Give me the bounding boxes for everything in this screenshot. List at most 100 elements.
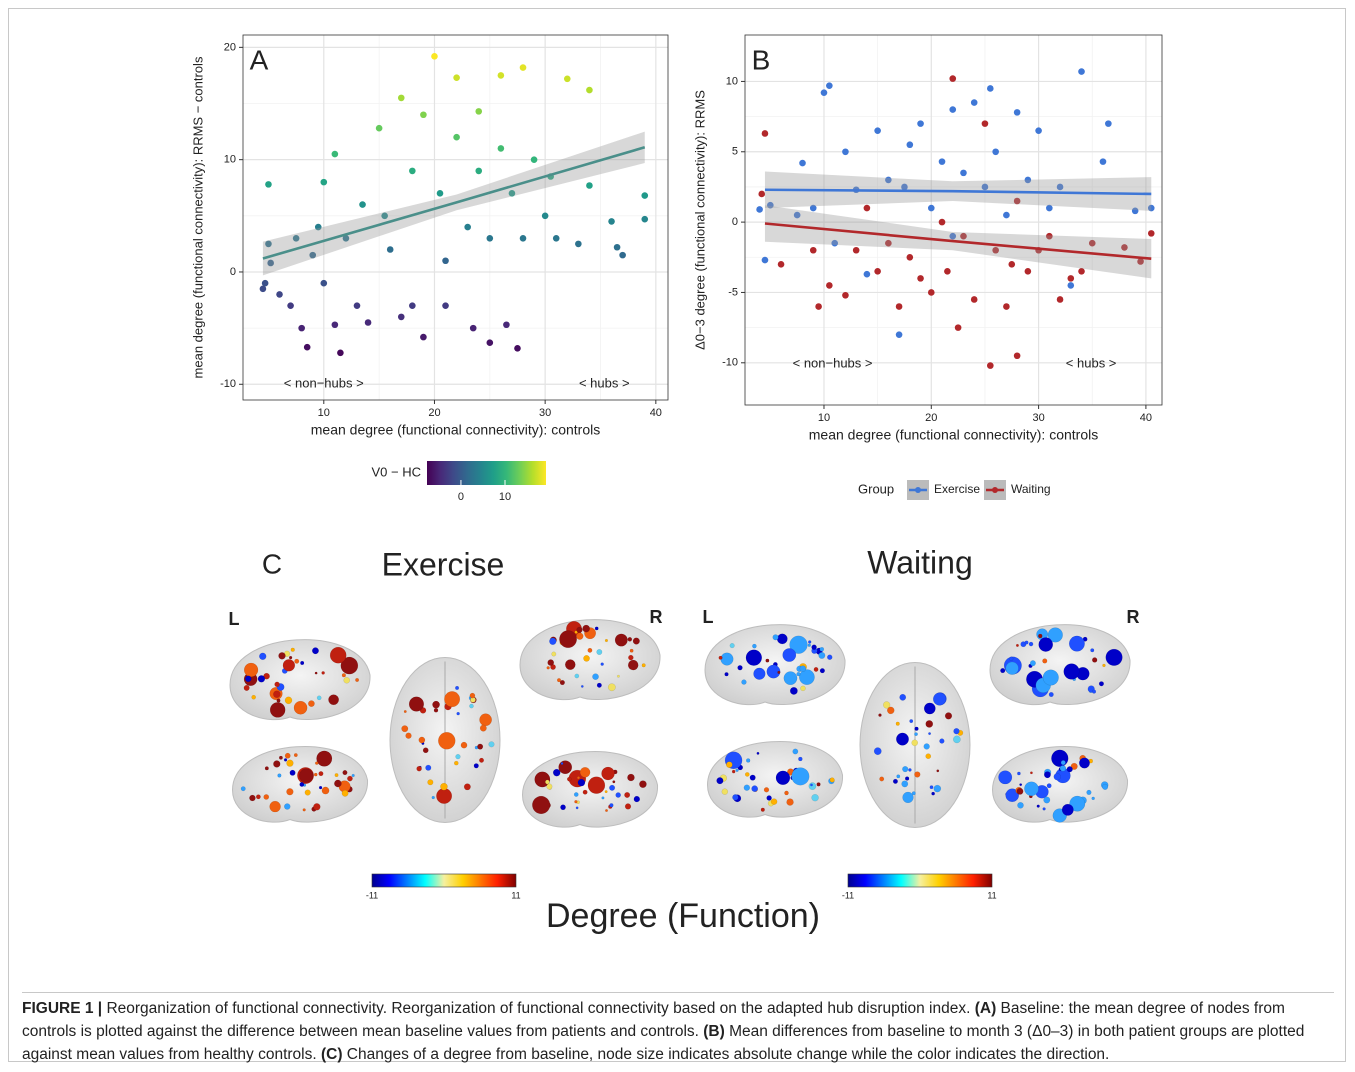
point xyxy=(442,302,449,309)
brain-node xyxy=(909,719,914,724)
point xyxy=(874,268,881,275)
point xyxy=(497,72,505,79)
fit-line xyxy=(764,222,1152,260)
brain-node xyxy=(1048,692,1054,698)
point xyxy=(519,234,527,242)
annotation: < hubs > xyxy=(579,375,630,390)
brain-node xyxy=(547,659,555,666)
brain-node xyxy=(408,696,424,712)
y-tick-label: 0 xyxy=(732,216,738,228)
brain-node xyxy=(1017,771,1021,776)
brain-node xyxy=(1063,663,1080,680)
hemisphere-label: R xyxy=(650,607,663,627)
brain-node xyxy=(269,702,286,718)
brain-rendering xyxy=(231,746,369,823)
point xyxy=(1024,176,1032,184)
brain-node xyxy=(418,736,426,744)
brain-node xyxy=(334,779,342,788)
legend-label: Exercise xyxy=(934,482,980,496)
brain-node xyxy=(639,780,647,788)
brain-node xyxy=(601,796,605,800)
point xyxy=(436,190,444,197)
point xyxy=(431,53,438,60)
brain-node xyxy=(341,789,349,797)
point xyxy=(863,270,871,278)
brain-node xyxy=(273,690,281,698)
brain-node xyxy=(1038,637,1053,652)
brain-node xyxy=(783,671,798,685)
point xyxy=(981,120,989,127)
point xyxy=(309,251,317,259)
brain-node xyxy=(743,784,751,791)
brain-node xyxy=(559,679,565,686)
brain-node xyxy=(1015,643,1019,647)
brain-node xyxy=(633,795,640,803)
point xyxy=(287,302,294,309)
point xyxy=(353,302,361,309)
brain-node xyxy=(582,789,588,795)
point xyxy=(442,257,449,265)
brain-node xyxy=(454,760,459,766)
point xyxy=(938,218,946,226)
point xyxy=(1105,120,1112,127)
brain-node xyxy=(1038,633,1043,639)
y-tick-label: -5 xyxy=(728,286,738,298)
legend-point xyxy=(915,487,921,493)
caption-run: Changes of a degree from baseline, node … xyxy=(342,1046,1110,1063)
point xyxy=(292,234,300,242)
brain-node xyxy=(786,798,794,806)
point xyxy=(337,349,344,357)
brain-node xyxy=(416,766,422,772)
x-tick-label: 40 xyxy=(1140,412,1152,424)
point xyxy=(1013,109,1021,116)
brain-node xyxy=(896,774,901,779)
point xyxy=(486,234,494,242)
point xyxy=(359,201,366,208)
brain-node xyxy=(928,732,932,736)
point xyxy=(949,232,957,240)
brain-node xyxy=(558,760,573,775)
brain-node xyxy=(605,809,608,812)
panel-label: C xyxy=(262,548,282,579)
brain-node xyxy=(1069,795,1086,812)
brain-node xyxy=(624,792,631,798)
brain-node xyxy=(284,803,291,810)
brain-node xyxy=(596,682,602,688)
brain-node xyxy=(1092,689,1097,694)
brain-node xyxy=(789,687,798,695)
brain-node xyxy=(405,732,412,739)
brain-node xyxy=(953,728,960,735)
point xyxy=(927,204,935,212)
point xyxy=(906,253,914,261)
brain-node xyxy=(939,738,945,744)
brain-node xyxy=(1042,658,1048,664)
brain-node xyxy=(718,655,723,660)
brain-node xyxy=(896,732,909,746)
panel-label: A xyxy=(250,44,269,75)
brain-node xyxy=(873,747,882,756)
brain-node xyxy=(1068,635,1085,652)
brain-node xyxy=(318,771,324,777)
brain-node xyxy=(347,775,353,782)
point xyxy=(1008,261,1016,268)
brain-node xyxy=(263,794,270,800)
colorbar-tick-label: 11 xyxy=(987,890,996,900)
brain-node xyxy=(944,712,953,720)
brain-node xyxy=(895,721,900,726)
brain-node xyxy=(302,808,306,812)
brain-node xyxy=(341,673,346,678)
brain-node xyxy=(240,786,246,792)
brain-node xyxy=(789,635,808,654)
brain-node xyxy=(243,662,259,678)
plot-background xyxy=(243,35,668,400)
brain-node xyxy=(444,691,461,708)
brain-node xyxy=(752,643,757,649)
brain-node xyxy=(746,758,751,763)
brain-node xyxy=(293,753,298,757)
brain-node xyxy=(753,667,766,680)
brain-node xyxy=(737,665,743,671)
brain-node xyxy=(770,798,778,805)
point xyxy=(381,212,388,220)
brain-node xyxy=(244,675,252,683)
point xyxy=(469,324,477,332)
